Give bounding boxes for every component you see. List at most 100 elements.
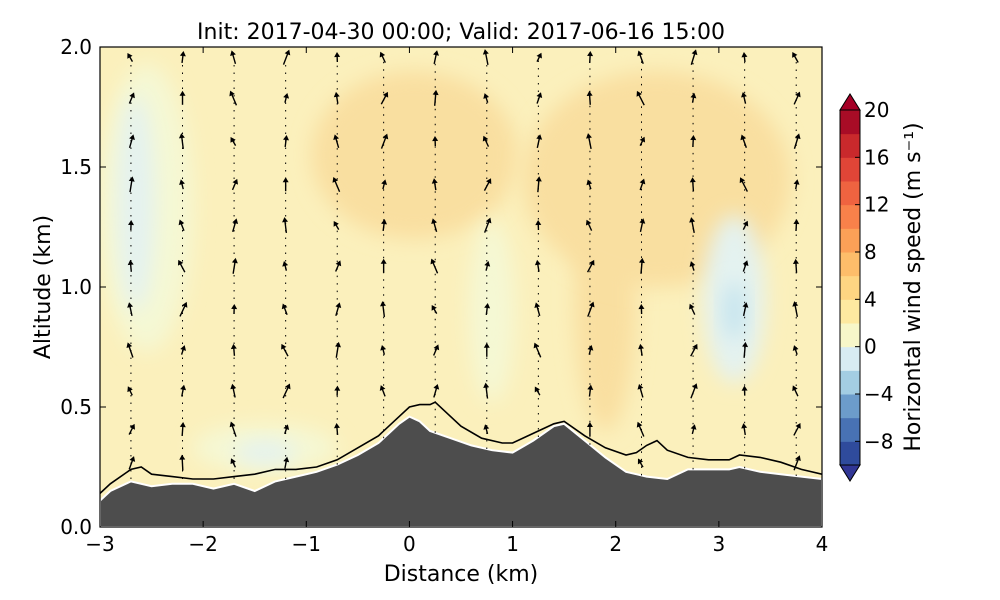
wind-arrow-shaft bbox=[793, 388, 799, 397]
wind-arrow-shaft bbox=[485, 386, 489, 399]
wind-arrow bbox=[431, 178, 438, 191]
wind-arrow-shaft bbox=[179, 305, 186, 317]
wind-arrow-shaft bbox=[128, 427, 134, 435]
wind-arrow-head bbox=[637, 458, 644, 465]
x-axis: −3 −2 −1 0 1 2 3 4 bbox=[85, 47, 828, 556]
wind-arrow-head bbox=[129, 134, 135, 140]
wind-arrow-shaft bbox=[742, 138, 748, 148]
colorbar-tick-label: 4 bbox=[864, 287, 877, 311]
wind-arrow bbox=[128, 220, 135, 231]
wind-arrow bbox=[380, 301, 387, 318]
wind-arrow-shaft bbox=[639, 182, 644, 191]
wind-arrow bbox=[638, 343, 644, 356]
colorbar-tick-label: 16 bbox=[864, 145, 889, 169]
wind-arrow-head bbox=[178, 219, 185, 226]
wind-arrow-head bbox=[586, 179, 593, 186]
wind-arrow-head bbox=[335, 341, 341, 348]
wind-arrow-shaft bbox=[231, 94, 238, 106]
wind-arrow-shaft bbox=[741, 180, 748, 192]
colorbar-tick-label: −8 bbox=[864, 429, 893, 453]
wind-arrow-head bbox=[379, 51, 386, 58]
wind-arrow-shaft bbox=[433, 347, 438, 356]
colorbar-band bbox=[840, 417, 860, 442]
wind-arrow-head bbox=[282, 217, 289, 223]
wind-arrow-head bbox=[690, 135, 697, 141]
x-tick-label: 2 bbox=[609, 532, 622, 556]
wind-arrow-head bbox=[795, 91, 801, 98]
contour-region bbox=[469, 219, 515, 403]
boundary-line bbox=[100, 401, 822, 494]
wind-arrow-head bbox=[585, 219, 592, 226]
wind-arrow-shaft bbox=[335, 95, 339, 104]
wind-arrow bbox=[587, 51, 594, 64]
contour-field bbox=[100, 63, 792, 472]
wind-arrow-head bbox=[283, 135, 290, 141]
wind-arrow-shaft bbox=[537, 180, 540, 193]
y-tick-label: 1.0 bbox=[60, 275, 92, 299]
wind-arrow-head bbox=[690, 92, 697, 99]
wind-arrow-shaft bbox=[232, 54, 237, 64]
wind-arrow-head bbox=[335, 260, 342, 267]
colorbar-band bbox=[840, 157, 860, 182]
wind-arrow-head bbox=[639, 218, 646, 224]
wind-arrow-shaft bbox=[336, 426, 339, 436]
wind-arrow-shaft bbox=[640, 261, 643, 274]
colorbar-band bbox=[840, 394, 860, 419]
wind-arrow-head bbox=[636, 90, 642, 97]
wind-arrow bbox=[690, 49, 698, 65]
wind-arrow-shaft bbox=[231, 425, 237, 437]
wind-arrow bbox=[482, 135, 490, 147]
wind-arrow-head bbox=[793, 179, 800, 185]
wind-arrow bbox=[282, 383, 291, 399]
wind-arrow-head bbox=[129, 92, 135, 99]
wind-arrow-shaft bbox=[335, 345, 339, 358]
wind-arrow-shaft bbox=[335, 138, 340, 148]
wind-arrow-head bbox=[639, 136, 646, 143]
wind-arrow bbox=[483, 382, 490, 399]
wind-arrow-shaft bbox=[795, 262, 798, 273]
wind-arrow-shaft bbox=[181, 458, 184, 471]
wind-arrow-shaft bbox=[793, 458, 800, 471]
wind-arrow bbox=[127, 386, 133, 396]
wind-arrow-shaft bbox=[691, 96, 695, 103]
wind-arrow bbox=[230, 383, 237, 398]
wind-arrow bbox=[180, 345, 186, 355]
wind-arrow bbox=[231, 178, 239, 191]
wind-arrow bbox=[431, 218, 438, 232]
wind-arrow bbox=[636, 90, 645, 106]
colorbar-tick-label: 0 bbox=[864, 335, 877, 359]
wind-vectors bbox=[126, 49, 801, 479]
wind-arrow-shaft bbox=[691, 220, 695, 234]
wind-arrow-shaft bbox=[232, 387, 236, 398]
wind-arrow bbox=[533, 342, 542, 358]
wind-arrow bbox=[430, 258, 439, 274]
colorbar-band bbox=[840, 252, 860, 277]
wind-arrow bbox=[283, 135, 290, 148]
wind-arrow-shaft bbox=[180, 223, 185, 231]
wind-arrow bbox=[333, 134, 340, 148]
wind-arrow bbox=[128, 176, 135, 193]
colorbar-extend-bottom bbox=[839, 464, 861, 482]
wind-arrow-head bbox=[483, 93, 490, 99]
chart-title: Init: 2017-04-30 00:00; Valid: 2017-06-1… bbox=[197, 20, 725, 45]
wind-arrow bbox=[639, 136, 646, 147]
wind-arrow-head bbox=[534, 386, 540, 393]
wind-arrow bbox=[380, 133, 389, 149]
wind-arrow bbox=[689, 177, 696, 192]
wind-arrow-head bbox=[126, 342, 133, 349]
y-axis: 0.0 0.5 1.0 1.5 2.0 bbox=[60, 35, 822, 539]
wind-arrow-shaft bbox=[128, 95, 134, 104]
wind-arrow-shaft bbox=[639, 221, 644, 233]
wind-arrow-shaft bbox=[382, 348, 386, 355]
wind-arrow bbox=[792, 52, 799, 63]
wind-arrow-head bbox=[283, 424, 290, 431]
wind-arrow-head bbox=[486, 178, 492, 185]
wind-arrow-head bbox=[333, 134, 340, 140]
wind-arrow-head bbox=[535, 176, 542, 182]
wind-arrow-head bbox=[533, 342, 540, 349]
wind-arrow bbox=[483, 217, 492, 233]
wind-arrow-head bbox=[586, 133, 592, 139]
wind-arrow-head bbox=[380, 258, 387, 264]
wind-arrow bbox=[178, 133, 185, 150]
wind-arrow bbox=[586, 422, 593, 436]
